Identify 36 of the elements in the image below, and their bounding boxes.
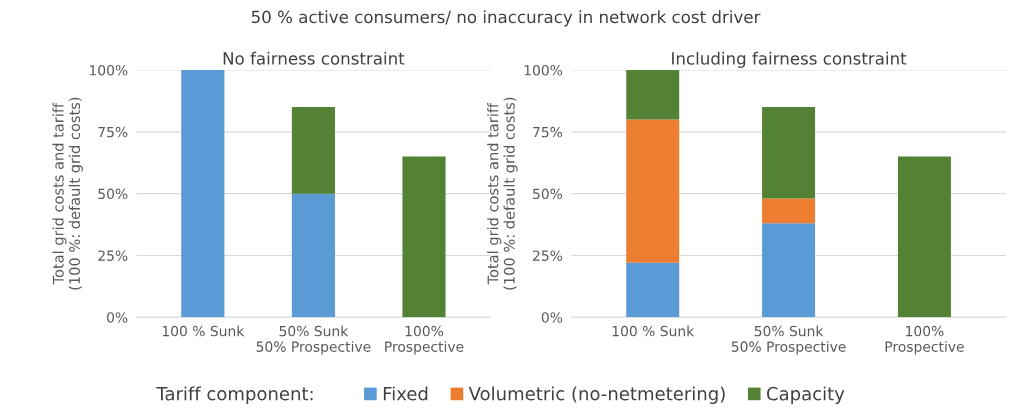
bar: [897, 156, 951, 318]
text: 50 % active consumers/ no inaccuracy in network cost driver: [251, 10, 761, 27]
y-tick-label: 0%: [107, 312, 128, 323]
bar: [762, 198, 816, 224]
y-tick-label: 0%: [541, 312, 563, 323]
x-tick-label: 100% Prospective: [885, 325, 964, 355]
y-tick-label: 50%: [98, 188, 128, 200]
y-tick-label: 75%: [533, 126, 563, 138]
y-tick-label: 25%: [98, 250, 128, 261]
x-tick-label: 50% Sunk 50% Prospective: [256, 325, 371, 355]
y-tick-label: 100%: [524, 65, 563, 76]
bar: [626, 262, 680, 318]
legend-label: Capacity: [766, 386, 845, 404]
bar: [291, 193, 335, 318]
legend-label: Volumetric (no-netmetering): [468, 386, 725, 404]
bar: [762, 107, 816, 199]
x-tick-label: 100% Prospective: [385, 325, 464, 355]
x-tick-label: 100 % Sunk: [612, 325, 695, 337]
y-tick-label: 25%: [533, 250, 563, 261]
y-axis-title: Total grid costs and tariff (100 %: default grid costs): [487, 97, 518, 290]
y-tick-label: 50%: [533, 188, 563, 200]
y-axis-title: Total grid costs and tariff (100 %: default grid costs): [52, 97, 83, 290]
y-tick-label: 75%: [98, 126, 128, 138]
legend-title: Tariff component:: [156, 386, 313, 404]
bar: [762, 223, 816, 318]
bar: [291, 107, 335, 194]
x-tick-label: 50% Sunk 50% Prospective: [731, 325, 846, 355]
bar: [626, 70, 680, 120]
chart-title: Including fairness constraint: [672, 51, 907, 68]
bar: [626, 119, 680, 263]
y-tick-label: 100%: [89, 65, 128, 76]
x-tick-label: 100 % Sunk: [162, 325, 245, 337]
bar: [402, 156, 446, 318]
legend-label: Fixed: [383, 386, 428, 401]
chart-title: No fairness constraint: [223, 51, 405, 65]
bar: [181, 70, 225, 318]
